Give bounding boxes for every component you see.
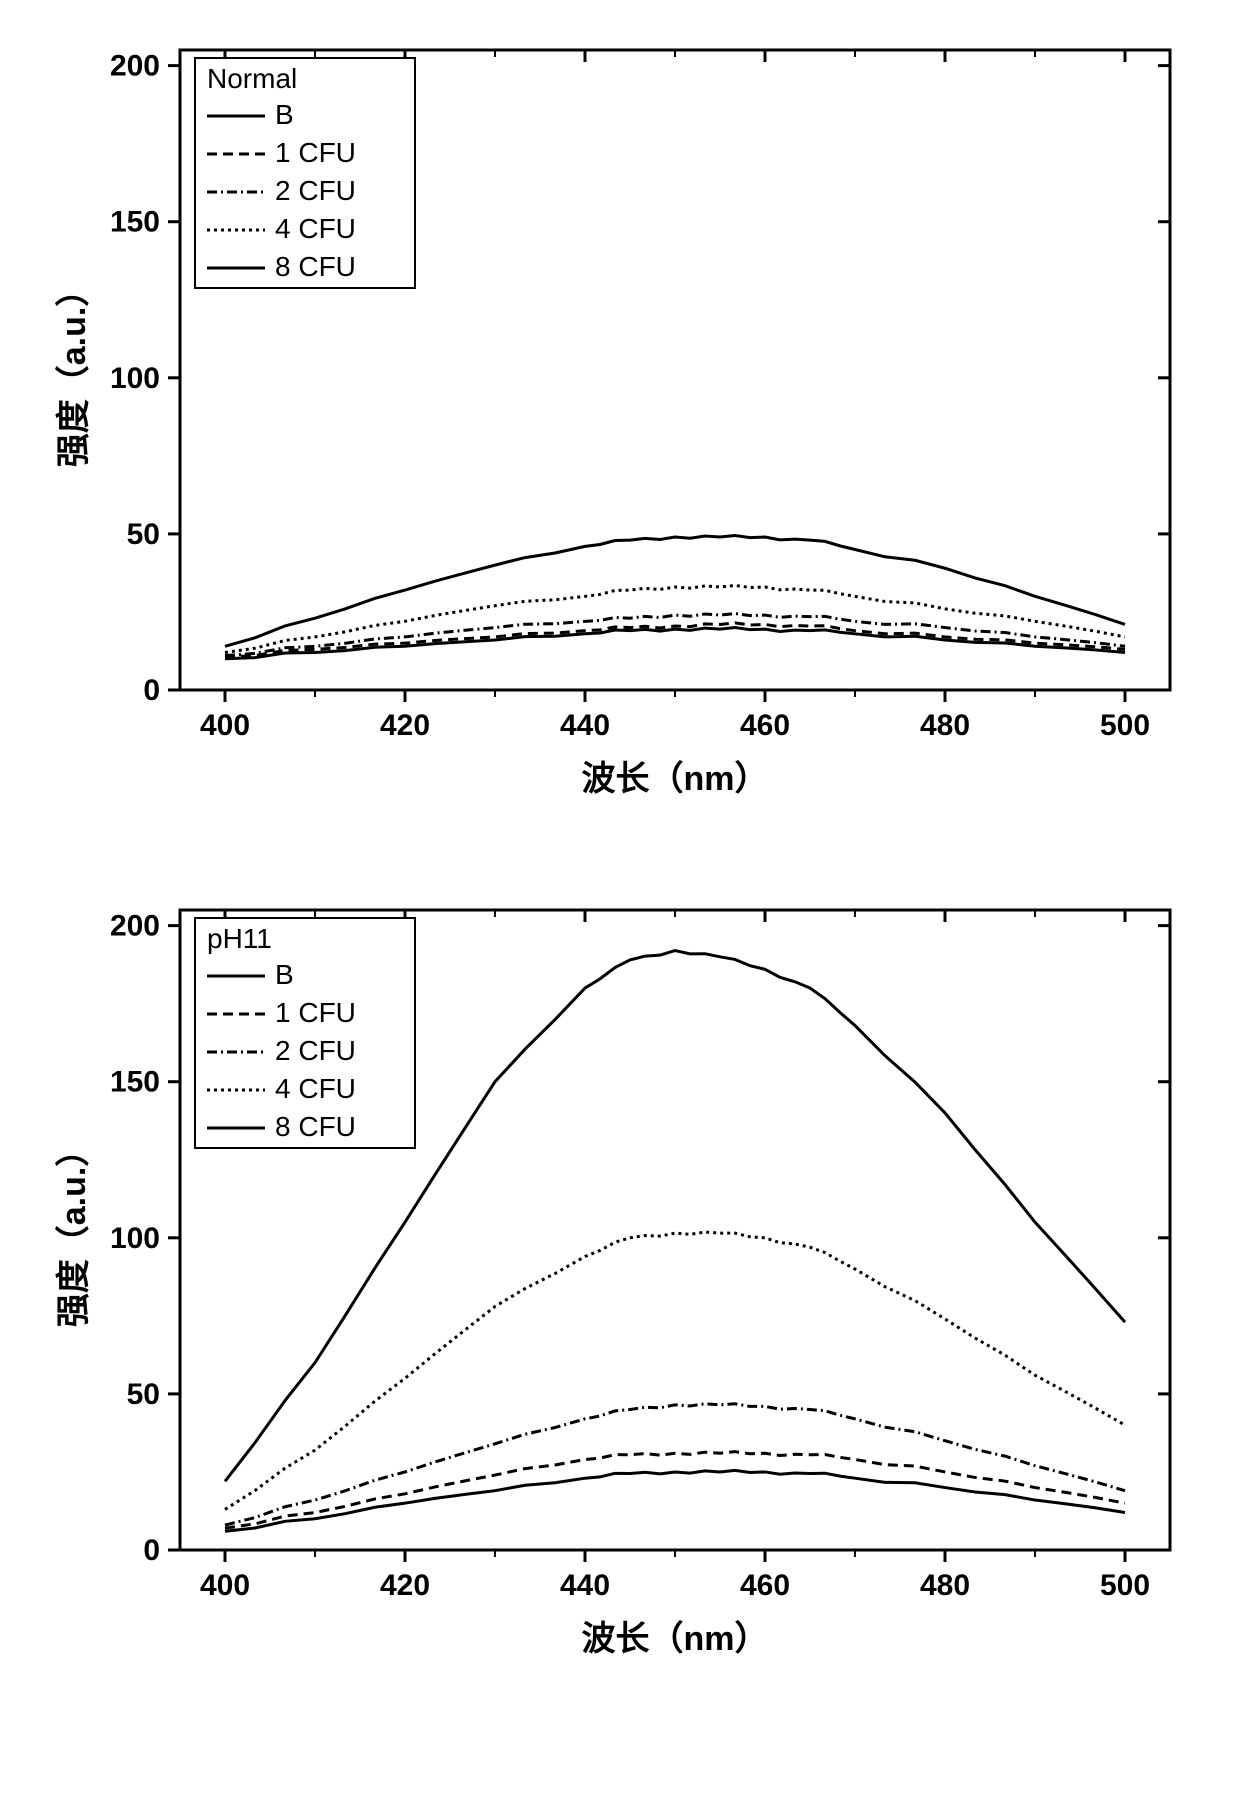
svg-text:50: 50 bbox=[127, 518, 160, 551]
svg-text:200: 200 bbox=[110, 910, 160, 943]
svg-text:100: 100 bbox=[110, 1222, 160, 1255]
svg-text:0: 0 bbox=[143, 674, 160, 707]
svg-text:440: 440 bbox=[560, 1569, 610, 1602]
svg-text:200: 200 bbox=[110, 50, 160, 83]
svg-text:2 CFU: 2 CFU bbox=[275, 1035, 356, 1066]
svg-text:pH11: pH11 bbox=[207, 923, 272, 954]
svg-text:8 CFU: 8 CFU bbox=[275, 251, 356, 282]
svg-text:4 CFU: 4 CFU bbox=[275, 213, 356, 244]
svg-text:1 CFU: 1 CFU bbox=[275, 997, 356, 1028]
svg-text:波长（nm）: 波长（nm） bbox=[582, 759, 769, 798]
svg-text:50: 50 bbox=[127, 1378, 160, 1411]
svg-text:480: 480 bbox=[920, 1569, 970, 1602]
svg-text:4 CFU: 4 CFU bbox=[275, 1073, 356, 1104]
svg-text:500: 500 bbox=[1100, 709, 1150, 742]
svg-text:强度（a.u.）: 强度（a.u.） bbox=[54, 1133, 93, 1328]
svg-text:强度（a.u.）: 强度（a.u.） bbox=[54, 273, 93, 468]
svg-text:8 CFU: 8 CFU bbox=[275, 1111, 356, 1142]
svg-text:400: 400 bbox=[200, 1569, 250, 1602]
svg-text:2 CFU: 2 CFU bbox=[275, 175, 356, 206]
svg-text:420: 420 bbox=[380, 1569, 430, 1602]
chart-container: 400420440460480500050100150200波长（nm）强度（a… bbox=[20, 20, 1220, 1680]
svg-text:B: B bbox=[275, 99, 294, 130]
chart-ph11: 400420440460480500050100150200波长（nm）强度（a… bbox=[20, 880, 1120, 1680]
svg-text:150: 150 bbox=[110, 206, 160, 239]
chart-normal: 400420440460480500050100150200波长（nm）强度（a… bbox=[20, 20, 1120, 820]
svg-text:480: 480 bbox=[920, 709, 970, 742]
svg-text:波长（nm）: 波长（nm） bbox=[582, 1619, 769, 1658]
svg-text:460: 460 bbox=[740, 1569, 790, 1602]
svg-text:1 CFU: 1 CFU bbox=[275, 137, 356, 168]
svg-text:Normal: Normal bbox=[207, 63, 297, 94]
svg-text:0: 0 bbox=[143, 1534, 160, 1567]
svg-text:500: 500 bbox=[1100, 1569, 1150, 1602]
svg-text:460: 460 bbox=[740, 709, 790, 742]
svg-text:100: 100 bbox=[110, 362, 160, 395]
svg-text:150: 150 bbox=[110, 1066, 160, 1099]
svg-text:440: 440 bbox=[560, 709, 610, 742]
svg-text:B: B bbox=[275, 959, 294, 990]
svg-text:420: 420 bbox=[380, 709, 430, 742]
svg-text:400: 400 bbox=[200, 709, 250, 742]
